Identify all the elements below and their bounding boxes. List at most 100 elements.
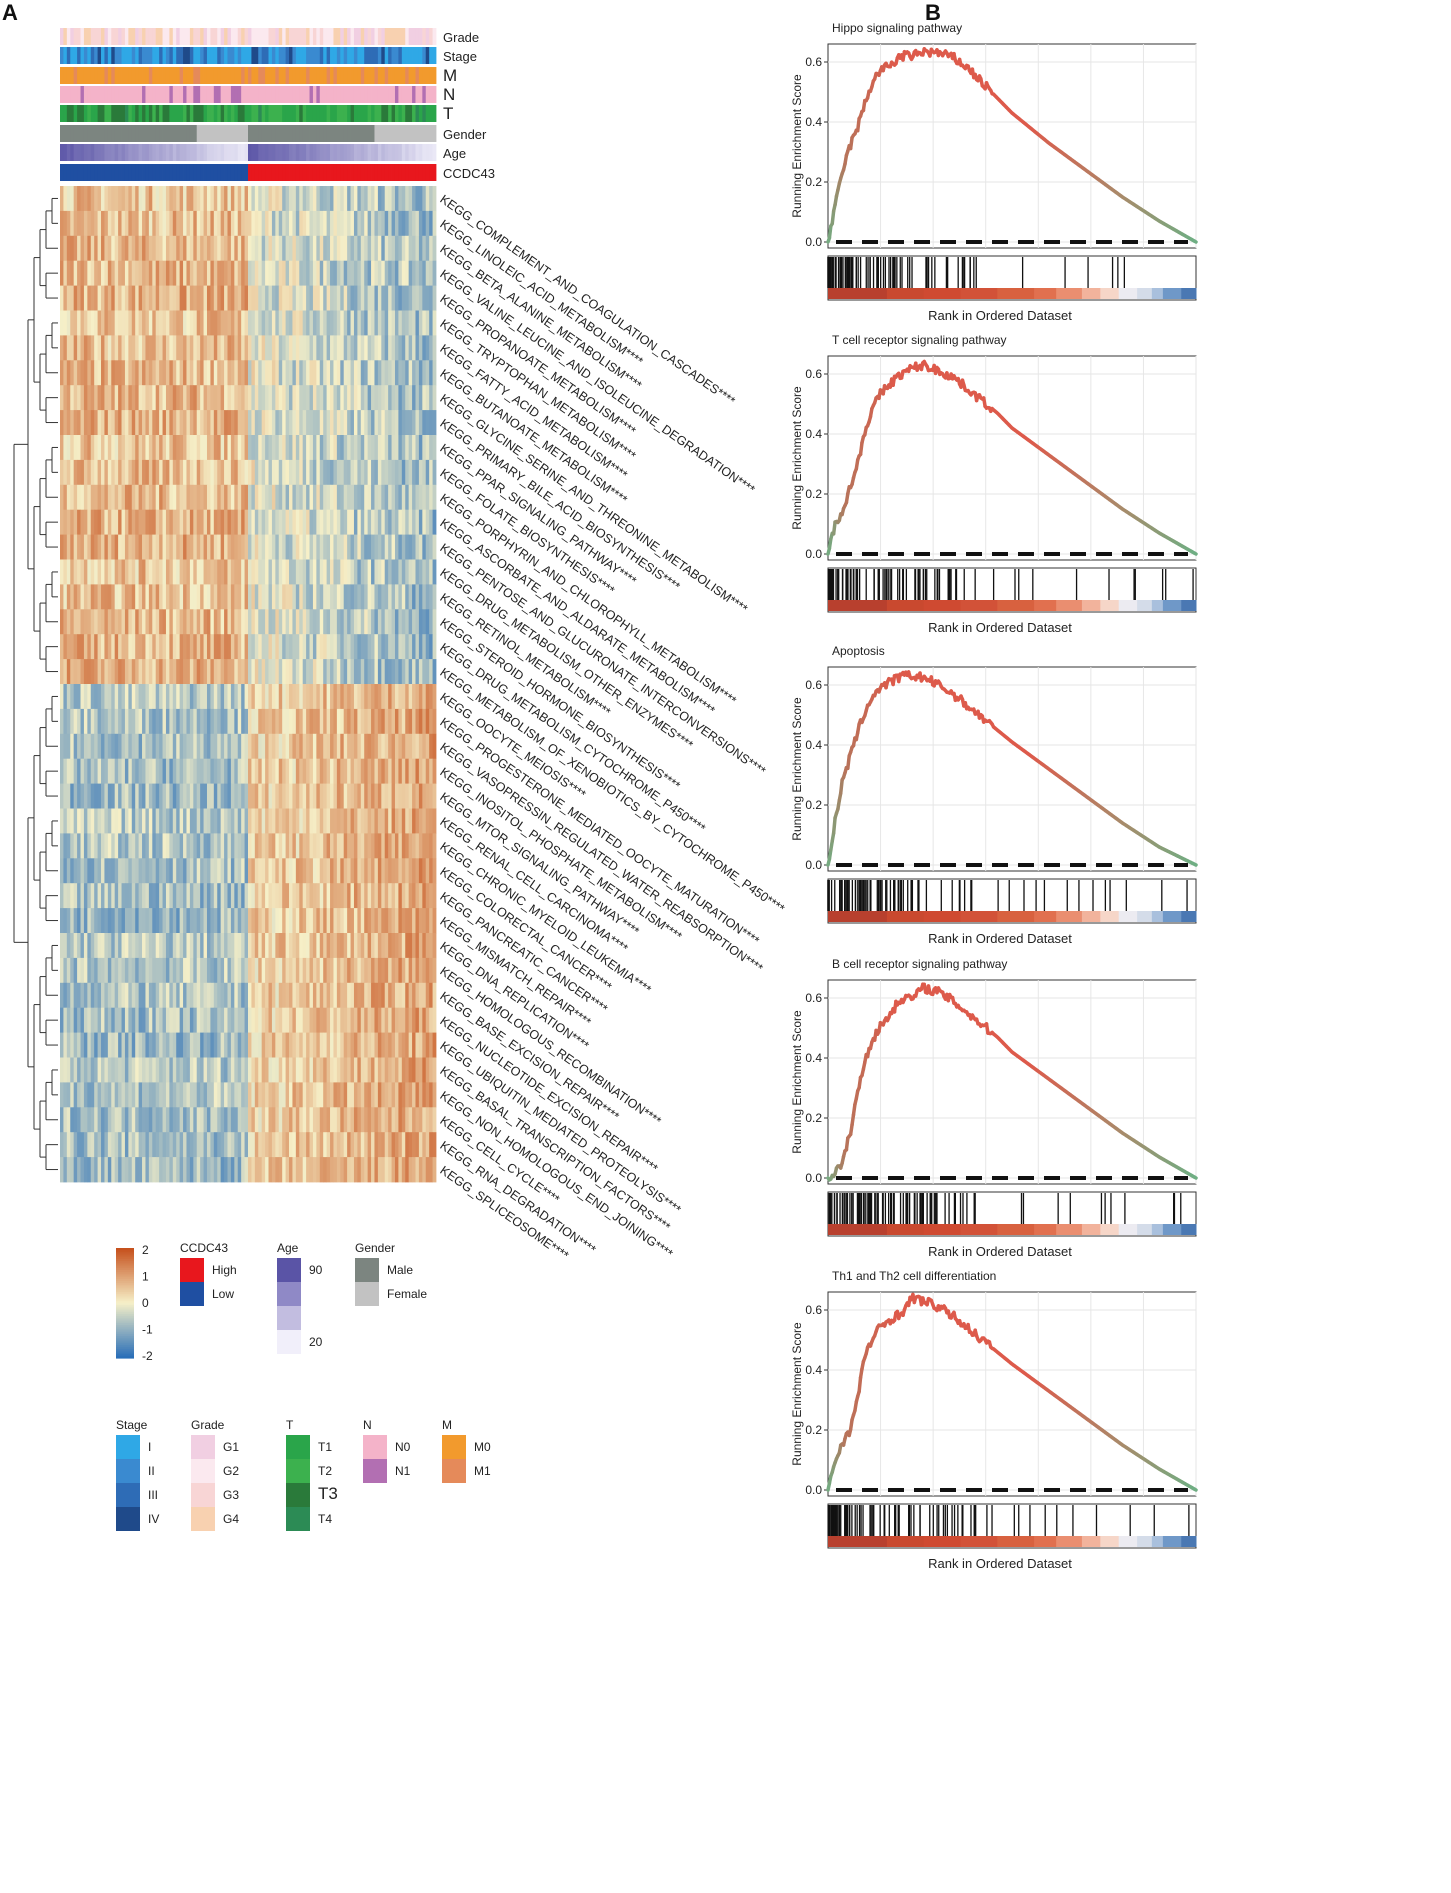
annotation-cell (394, 86, 399, 103)
annotation-cell (295, 47, 300, 64)
heatmap-cell (364, 335, 369, 361)
heatmap-cell (292, 459, 297, 486)
heatmap-cell (412, 210, 416, 237)
heatmap-cell (135, 783, 140, 809)
heatmap-cell (398, 484, 403, 511)
annotation-cell (118, 125, 122, 142)
heatmap-cell (415, 235, 420, 262)
heatmap-cell (258, 808, 263, 834)
annotation-cell (248, 125, 252, 142)
heatmap-cell (162, 659, 167, 685)
annotation-cell (172, 28, 177, 45)
annotation-cell (429, 164, 433, 181)
annotation-cell (418, 125, 423, 142)
annotation-cell (330, 67, 334, 84)
heatmap-cell (377, 1032, 382, 1058)
heatmap-cell (230, 584, 235, 610)
heatmap-cell (114, 957, 119, 984)
heatmap-cell (107, 634, 112, 660)
heatmap-cell (340, 758, 345, 784)
annotation-cell (316, 105, 321, 122)
heatmap-cell (285, 260, 290, 286)
annotation-cell (230, 28, 235, 45)
heatmap-cell (248, 484, 252, 511)
heatmap-cell (333, 659, 338, 685)
heatmap-cell (295, 410, 300, 436)
heatmap-cell (142, 534, 146, 560)
heatmap-cell (271, 385, 276, 411)
heatmap-cell (227, 957, 232, 984)
heatmap-cell (319, 982, 324, 1009)
heatmap-cell (299, 260, 304, 286)
heatmap-cell (248, 1007, 252, 1033)
heatmap-cell (70, 235, 75, 262)
heatmap-cell (189, 435, 194, 461)
heatmap-cell (333, 684, 338, 710)
heatmap-cell (357, 559, 362, 585)
annotation-cell (330, 47, 334, 64)
heatmap-cell (347, 360, 351, 386)
heatmap-cell (326, 509, 331, 535)
heatmap-cell (278, 310, 283, 336)
heatmap-cell (319, 235, 324, 262)
heatmap-cell (394, 1032, 399, 1058)
heatmap-cell (251, 858, 256, 884)
annotation-cell (251, 67, 256, 84)
heatmap-cell (135, 310, 140, 336)
heatmap-cell (248, 435, 252, 461)
annotation-cell (162, 47, 167, 64)
heatmap-cell (176, 285, 181, 311)
heatmap-cell (227, 982, 232, 1009)
annotation-cell (261, 164, 266, 181)
heatmap-cell (367, 758, 372, 784)
heatmap-cell (282, 933, 286, 959)
annotation-cell (381, 105, 386, 122)
heatmap-cell (336, 335, 341, 361)
annotation-cell (388, 164, 392, 181)
heatmap-cell (124, 210, 129, 237)
heatmap-cell (302, 684, 307, 710)
annotation-cell (333, 144, 338, 161)
annotation-cell (384, 144, 389, 161)
heatmap-cell (360, 1007, 365, 1033)
heatmap-cell (394, 1082, 399, 1108)
heatmap-cell (319, 410, 324, 436)
annotation-cell (206, 105, 211, 122)
heatmap-cell (422, 285, 427, 311)
heatmap-cell (241, 285, 245, 311)
heatmap-cell (336, 1007, 341, 1033)
heatmap-cell (189, 459, 194, 486)
annotation-cell (401, 86, 406, 103)
annotation-cell (248, 144, 252, 161)
annotation-cell (405, 28, 410, 45)
heatmap-cell (265, 310, 269, 336)
heatmap-cell (432, 410, 437, 436)
heatmap-cell (186, 982, 191, 1009)
heatmap-cell (169, 210, 174, 237)
heatmap-cell (251, 708, 256, 735)
heatmap-cell (244, 509, 249, 535)
heatmap-cell (77, 285, 81, 311)
heatmap-cell (261, 410, 266, 436)
heatmap-cell (295, 908, 300, 934)
heatmap-cell (94, 957, 98, 984)
heatmap-cell (196, 310, 201, 336)
heatmap-cell (381, 684, 386, 710)
heatmap-cell (118, 210, 122, 237)
heatmap-cell (183, 733, 187, 760)
heatmap-cell (138, 733, 143, 760)
heatmap-cell (391, 609, 396, 635)
heatmap-cell (131, 459, 136, 486)
heatmap-cell (258, 260, 263, 286)
heatmap-cell (364, 908, 369, 934)
heatmap-cell (111, 285, 116, 311)
heatmap-cell (306, 957, 310, 984)
heatmap-cell (312, 509, 317, 535)
heatmap-cell (258, 708, 263, 735)
heatmap-cell (360, 708, 365, 735)
heatmap-cell (165, 335, 170, 361)
annotation-cell (94, 47, 98, 64)
heatmap-cell (73, 634, 78, 660)
heatmap-cell (107, 360, 112, 386)
heatmap-cell (118, 509, 122, 535)
